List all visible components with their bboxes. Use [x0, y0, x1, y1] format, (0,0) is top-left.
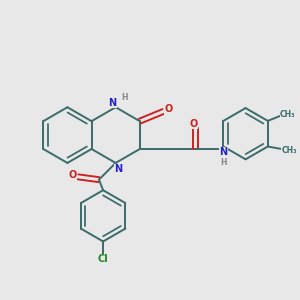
Text: N: N — [109, 98, 117, 108]
Text: CH₃: CH₃ — [281, 146, 297, 155]
Text: CH₃: CH₃ — [280, 110, 296, 119]
Text: N: N — [114, 164, 122, 174]
Text: Cl: Cl — [98, 254, 109, 264]
Text: H: H — [220, 158, 227, 167]
Text: H: H — [121, 93, 128, 102]
Text: O: O — [68, 170, 77, 180]
Text: N: N — [219, 148, 228, 158]
Text: O: O — [164, 104, 172, 114]
Text: O: O — [189, 118, 198, 129]
